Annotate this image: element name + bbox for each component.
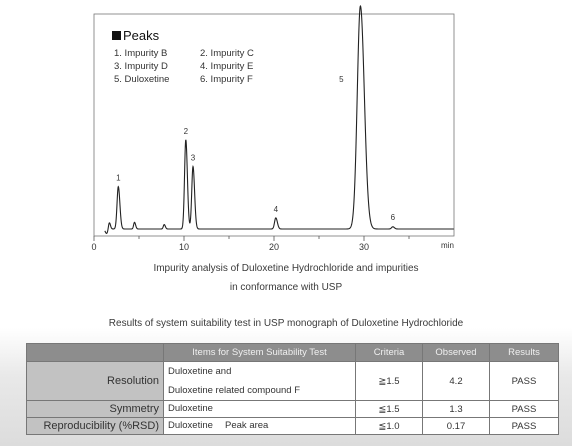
table-header-blank (26, 343, 164, 362)
legend-title: Peaks (123, 28, 160, 43)
legend-item: 1. Impurity B (114, 48, 167, 59)
row-items: Duloxetine and Duloxetine related compou… (163, 361, 356, 401)
row-item-line: Duloxetine Peak area (168, 420, 269, 431)
chromatogram: 0 10 20 30 Peaks 1. Impurity B 2. Impurity C 3… (91, 4, 455, 252)
row-result: PASS (489, 417, 559, 435)
row-criteria: ≧1.5 (355, 361, 423, 401)
row-item-line: Duloxetine (168, 403, 213, 414)
chart-caption-line2: in conformance with USP (229, 282, 343, 293)
x-axis-unit: min (441, 241, 454, 250)
row-items: Duloxetine (163, 400, 356, 418)
table-row: Symmetry Duloxetine ≦1.5 1.3 PASS (26, 400, 559, 418)
table-header-results: Results (489, 343, 559, 362)
x-tick-label: 10 (179, 242, 189, 252)
x-tick-label: 20 (269, 242, 279, 252)
peak-label: 1 (116, 174, 121, 183)
table-header-observed: Observed (422, 343, 490, 362)
peak-label: 3 (191, 154, 196, 163)
table-header-items: Items for System Suitability Test (163, 343, 356, 362)
legend-item: 2. Impurity C (200, 48, 254, 59)
row-item-line: Duloxetine related compound F (168, 385, 301, 396)
legend-square-icon (112, 31, 121, 40)
chart-caption-line1: Impurity analysis of Duloxetine Hydrochl… (153, 263, 419, 274)
x-tick-label: 0 (91, 242, 96, 252)
row-result: PASS (489, 400, 559, 418)
peak-label: 6 (391, 213, 396, 222)
legend-item: 6. Impurity F (200, 74, 253, 85)
row-observed: 1.3 (422, 400, 490, 418)
table-title: Results of system suitability test in US… (108, 318, 464, 329)
row-criteria: ≦1.5 (355, 400, 423, 418)
table-row: Resolution Duloxetine and Duloxetine rel… (26, 361, 559, 401)
chromatogram-trace (104, 4, 454, 234)
row-criteria: ≦1.0 (355, 417, 423, 435)
legend-item: 5. Duloxetine (114, 74, 169, 85)
row-observed: 4.2 (422, 361, 490, 401)
peak-label: 2 (184, 127, 189, 136)
results-table: Items for System Suitability Test Criter… (26, 343, 559, 435)
table-header-criteria: Criteria (355, 343, 423, 362)
row-item-line: Duloxetine and (168, 366, 232, 377)
row-result: PASS (489, 361, 559, 401)
legend-item: 4. Impurity E (200, 61, 253, 72)
x-tick-label: 30 (359, 242, 369, 252)
row-name: Resolution (26, 361, 164, 401)
row-items: Duloxetine Peak area (163, 417, 356, 435)
row-name: Symmetry (26, 400, 164, 418)
row-observed: 0.17 (422, 417, 490, 435)
legend-item: 3. Impurity D (114, 61, 168, 72)
table-row: Reproducibility (%RSD) Duloxetine Peak a… (26, 417, 559, 435)
peak-label: 5 (339, 75, 344, 84)
peak-label: 4 (274, 205, 279, 214)
row-name: Reproducibility (%RSD) (26, 417, 164, 435)
